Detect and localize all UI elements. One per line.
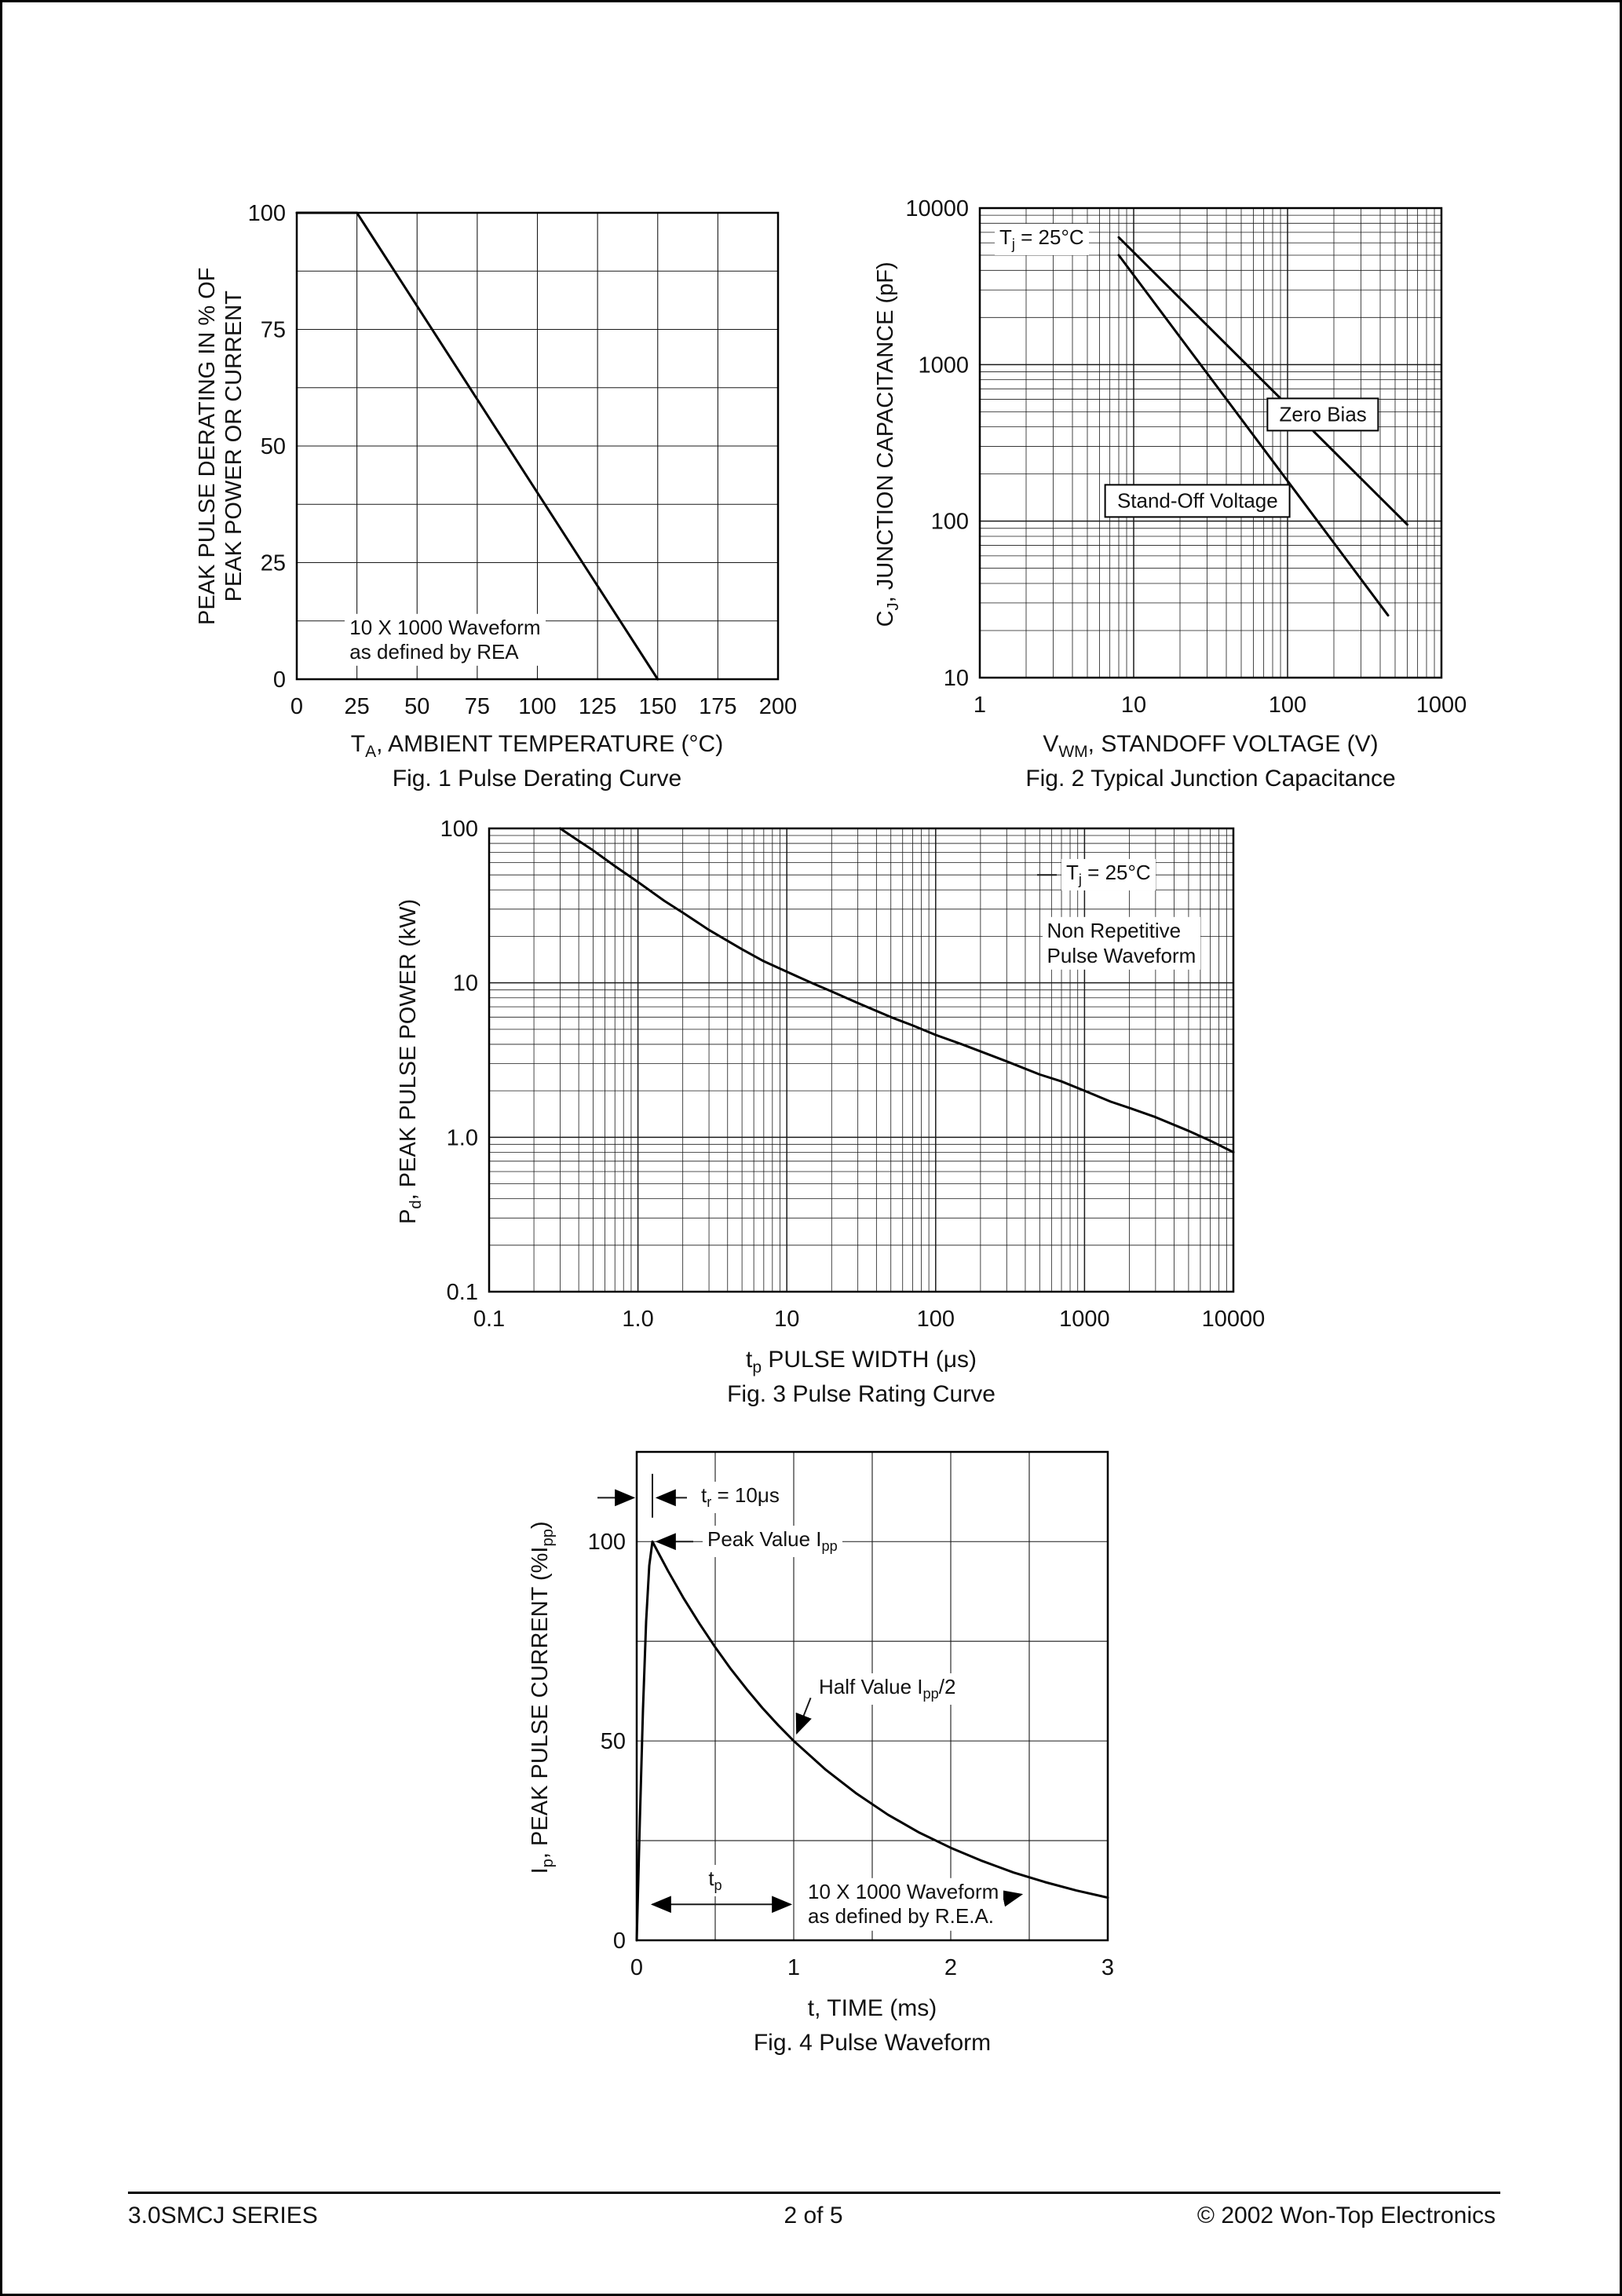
fig2-y-axis-label: CJ, JUNCTION CAPACITANCE (pF) <box>873 261 902 627</box>
fig1-canvas: 0 25 50 75 100 125 150 175 200 0 25 50 75 100 <box>248 201 798 719</box>
fig4-annotation: Peak Value Ipp <box>703 1526 842 1558</box>
footer-page-number: 2 of 5 <box>784 2203 843 2228</box>
fig3-plot-border <box>488 827 1235 1293</box>
fig2-tick-label: 100 <box>1269 693 1306 718</box>
fig4-annotation: Half Value Ipp/2 <box>814 1673 961 1706</box>
fig2-plot-border <box>978 207 1443 679</box>
fig3-tick-label: 1.0 <box>622 1307 653 1332</box>
fig4-tick-label: 100 <box>588 1530 626 1555</box>
fig3-canvas: 0.1 1.0 10 100 1000 10000 0.1 1.0 10 100 <box>440 817 1266 1332</box>
fig4-tick-label: 0 <box>613 1929 626 1954</box>
footer-divider <box>128 2192 1500 2194</box>
fig4-callout-arrow <box>795 1697 812 1735</box>
fig4-x-axis-label: t, TIME (ms) <box>807 1995 937 2021</box>
fig1-tick-label: 50 <box>404 694 429 719</box>
fig2-tick-label: 10 <box>944 666 969 691</box>
fig4-y-axis-label: Ip, PEAK PULSE CURRENT (%Ipp) <box>528 1521 557 1874</box>
fig1-tick-label: 0 <box>273 667 286 693</box>
fig1-tick-label: 0 <box>290 694 303 719</box>
fig1-plot-border <box>295 211 780 681</box>
fig3-caption: Fig. 3 Pulse Rating Curve <box>727 1381 995 1407</box>
fig4-annotation: 10 X 1000 Waveform as defined by R.E.A. <box>803 1878 1004 1931</box>
fig4-chart: 0 1 2 3 0 50 100 tr = 10μs Peak Value Ipp Half Va… <box>566 1432 1134 1995</box>
fig3-tick-label: 100 <box>440 817 478 842</box>
fig4-tick-label: 0 <box>630 1955 643 1980</box>
fig2-series-zero-bias <box>1117 236 1409 526</box>
fig1-tick-label: 75 <box>465 694 490 719</box>
fig4-series-pulse-waveform <box>635 1540 1109 1942</box>
fig2-annotation: Stand-Off Voltage <box>1104 484 1291 518</box>
fig3-tick-label: 10000 <box>1202 1307 1266 1332</box>
fig2-tick-label: 10 <box>1121 693 1146 718</box>
fig2-caption: Fig. 2 Typical Junction Capacitance <box>1025 766 1396 792</box>
fig3-tick-label: 10 <box>453 971 478 996</box>
fig1-caption: Fig. 1 Pulse Derating Curve <box>392 766 682 792</box>
footer-series-name: 3.0SMCJ SERIES <box>128 2203 318 2228</box>
fig2-series-stand-off-voltage <box>1117 254 1390 617</box>
fig1-series-derating-curve <box>295 211 659 681</box>
fig4-annotation: tp <box>703 1864 727 1896</box>
fig3-tick-label: 1.0 <box>447 1125 478 1150</box>
fig1-tick-label: 100 <box>518 694 556 719</box>
fig2-chart: 1 10 100 1000 10 100 1000 10000 Tj = 25°C Zero Bi… <box>905 188 1468 733</box>
fig3-tick-label: 100 <box>917 1307 955 1332</box>
fig4-tick-label: 50 <box>601 1729 626 1754</box>
fig2-x-axis-label: VWM, STANDOFF VOLTAGE (V) <box>1043 731 1379 761</box>
fig2-tick-label: 10000 <box>905 196 969 221</box>
fig2-tick-label: 100 <box>931 510 969 535</box>
fig1-tick-label: 200 <box>759 694 797 719</box>
fig1-tick-label: 25 <box>344 694 369 719</box>
fig3-tick-label: 0.1 <box>473 1307 505 1332</box>
fig1-chart: 0 25 50 75 100 125 150 175 200 0 25 50 75 100 10 X 100… <box>226 193 805 734</box>
fig4-plot-border <box>635 1450 1109 1942</box>
fig3-tick-label: 0.1 <box>447 1280 478 1305</box>
fig3-x-axis-label: tp PULSE WIDTH (μs) <box>746 1347 977 1377</box>
fig2-tick-label: 1 <box>974 693 986 718</box>
fig1-tick-label: 175 <box>699 694 736 719</box>
footer-copyright: © 2002 Won-Top Electronics <box>1196 2203 1496 2228</box>
fig3-series-pulse-rating-curve <box>558 827 1235 1153</box>
fig2-tick-label: 1000 <box>918 353 969 378</box>
fig3-chart: 0.1 1.0 10 100 1000 10000 0.1 1.0 10 100 Tj = 25°C… <box>418 809 1266 1347</box>
fig2-annotation: Tj = 25°C <box>994 223 1089 255</box>
fig1-tick-label: 75 <box>261 318 286 343</box>
fig4-tick-label: 2 <box>944 1955 957 1980</box>
fig1-tick-label: 100 <box>248 201 286 226</box>
fig4-tick-label: 1 <box>787 1955 800 1980</box>
fig4-annotation: tr = 10μs <box>696 1482 784 1514</box>
fig4-caption: Fig. 4 Pulse Waveform <box>753 2030 992 2056</box>
fig3-annotation: Tj = 25°C <box>1061 859 1156 891</box>
fig1-annotation: 10 X 1000 Waveform as defined by REA <box>345 613 546 666</box>
fig1-tick-label: 50 <box>261 434 286 459</box>
fig1-x-axis-label: TA, AMBIENT TEMPERATURE (°C) <box>350 731 724 761</box>
fig3-annotation: Non Repetitive Pulse Waveform <box>1042 917 1201 970</box>
fig2-annotation: Zero Bias <box>1266 397 1379 432</box>
fig2-tick-label: 1000 <box>1416 693 1467 718</box>
fig1-tick-label: 150 <box>639 694 677 719</box>
fig1-tick-label: 25 <box>261 551 286 576</box>
fig1-tick-label: 125 <box>579 694 616 719</box>
fig3-tick-label: 1000 <box>1059 1307 1110 1332</box>
fig3-tick-label: 10 <box>774 1307 799 1332</box>
fig4-tick-label: 3 <box>1101 1955 1114 1980</box>
